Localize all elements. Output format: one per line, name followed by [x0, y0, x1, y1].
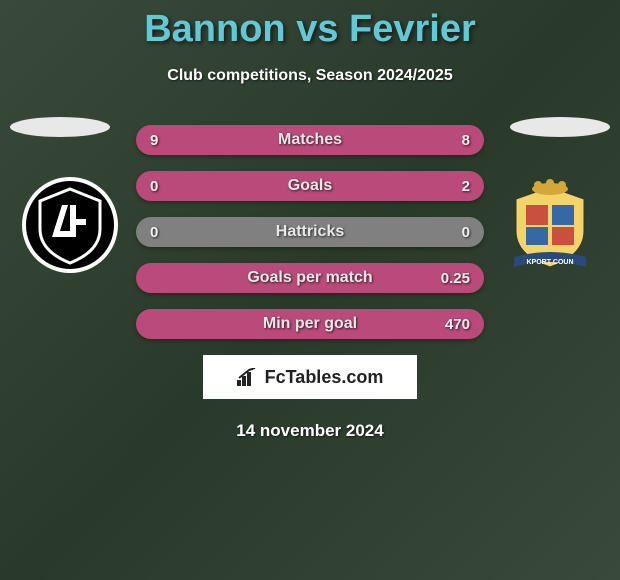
- stat-row-matches: 9 Matches 8: [136, 125, 484, 155]
- stat-label: Min per goal: [263, 315, 357, 333]
- stat-label: Goals per match: [247, 269, 372, 287]
- branding-text: FcTables.com: [265, 367, 384, 388]
- stat-label: Hattricks: [276, 223, 344, 241]
- flag-right: [510, 117, 610, 137]
- stat-right-value: 470: [445, 316, 470, 333]
- stat-label: Goals: [288, 177, 332, 195]
- stat-right-value: 0.25: [441, 270, 470, 287]
- branding-box[interactable]: FcTables.com: [203, 355, 417, 399]
- flag-left: [10, 117, 110, 137]
- club-badge-left: [20, 175, 120, 275]
- stat-row-goals-per-match: Goals per match 0.25: [136, 263, 484, 293]
- content-wrap: KPORT COUN 9 Matches 8 0 Goals 2 0 Hattr…: [0, 125, 620, 441]
- stat-row-hattricks: 0 Hattricks 0: [136, 217, 484, 247]
- stat-right-value: 0: [462, 224, 470, 241]
- club-badge-right: KPORT COUN: [500, 175, 600, 275]
- stats-list: 9 Matches 8 0 Goals 2 0 Hattricks 0 Goal…: [136, 125, 484, 339]
- stat-right-value: 2: [462, 178, 470, 195]
- chart-icon: [237, 368, 259, 386]
- stat-right-value: 8: [462, 132, 470, 149]
- date-text: 14 november 2024: [0, 421, 620, 441]
- stat-left-value: 0: [150, 224, 158, 241]
- svg-text:KPORT COUN: KPORT COUN: [526, 259, 573, 266]
- stat-row-goals: 0 Goals 2: [136, 171, 484, 201]
- page-title: Bannon vs Fevrier: [0, 0, 620, 51]
- stat-label: Matches: [278, 131, 342, 149]
- stat-row-min-per-goal: Min per goal 470: [136, 309, 484, 339]
- stat-left-value: 9: [150, 132, 158, 149]
- subtitle: Club competitions, Season 2024/2025: [0, 67, 620, 85]
- stat-left-value: 0: [150, 178, 158, 195]
